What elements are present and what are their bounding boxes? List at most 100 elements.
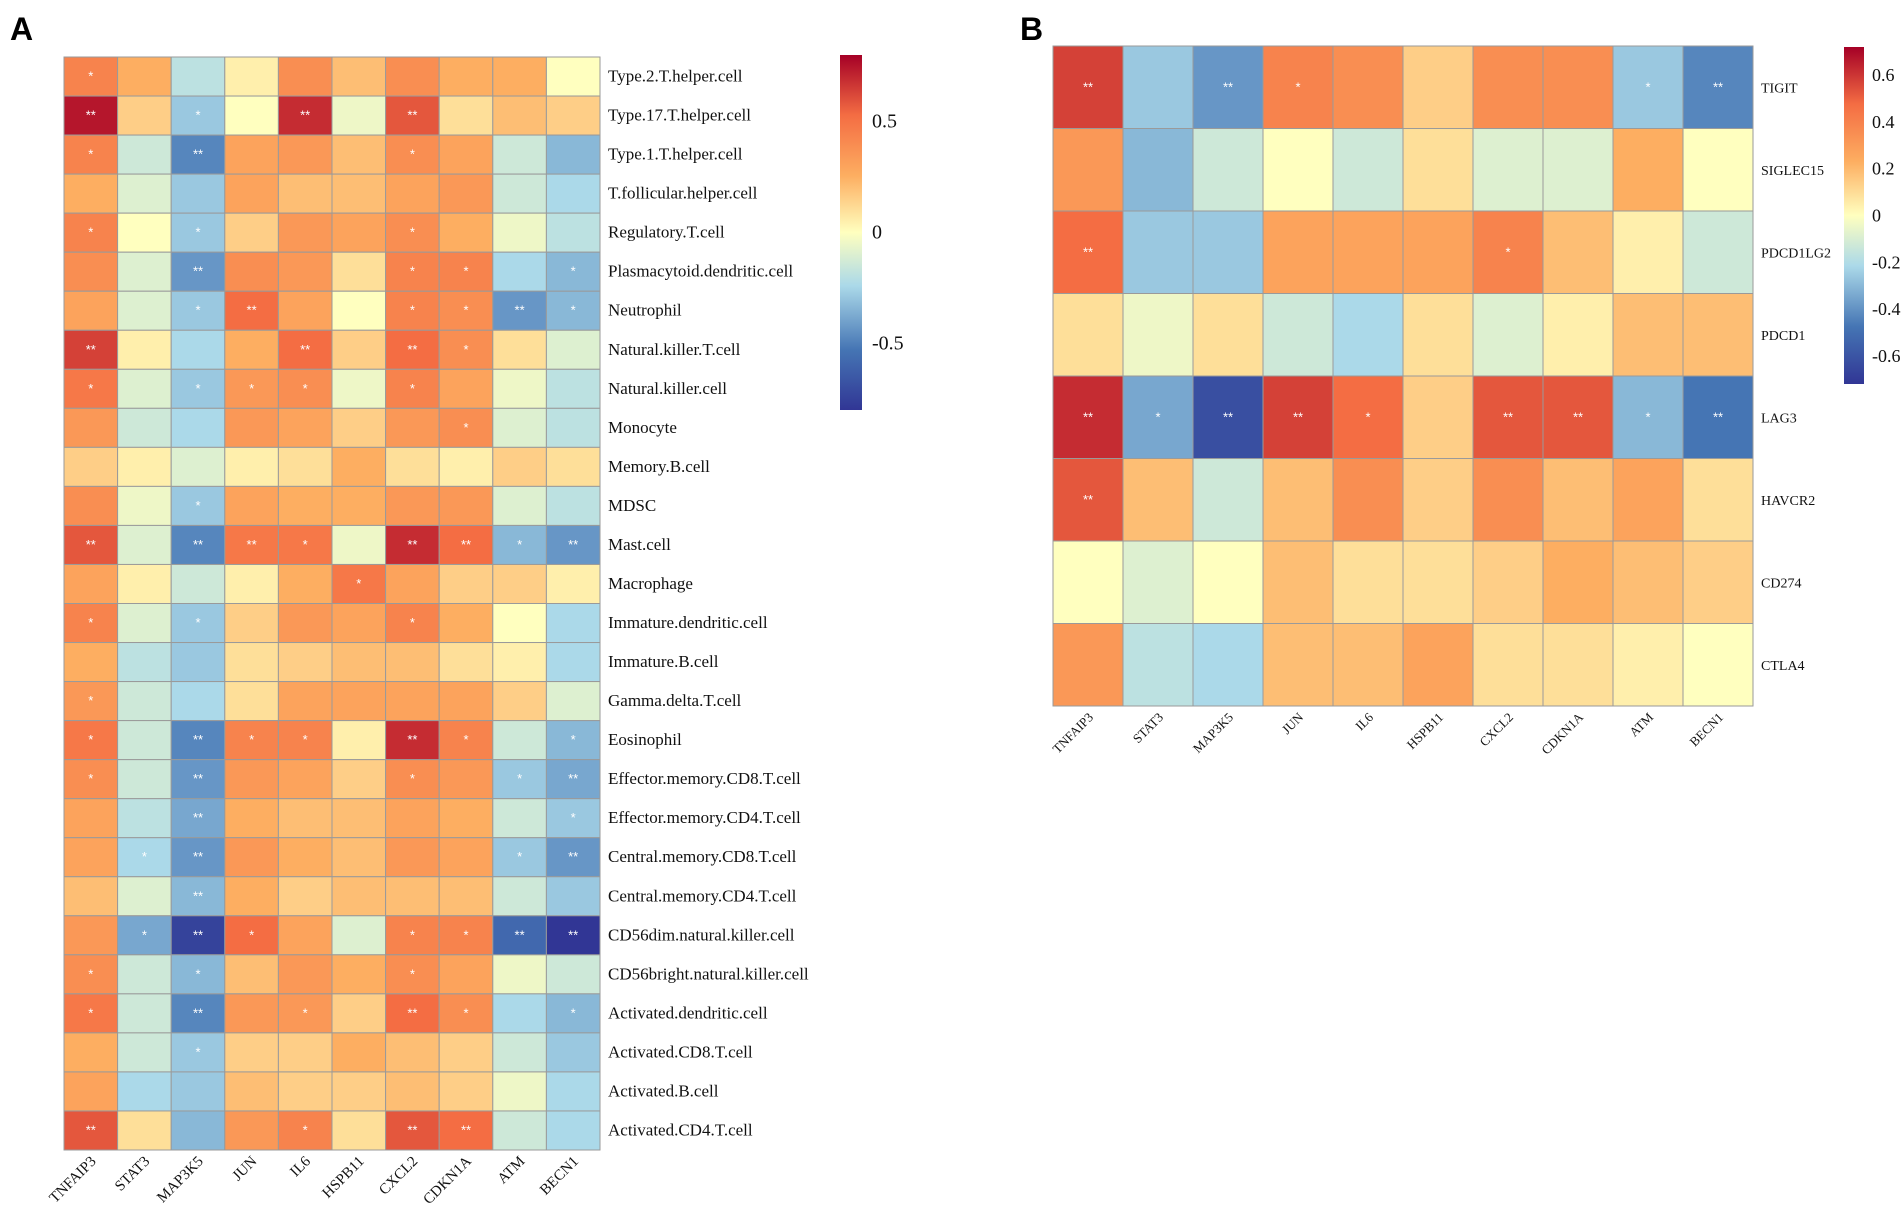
- heat-cell-pdcd1-il6: [1332, 293, 1404, 377]
- significance-mark: **: [193, 1005, 203, 1020]
- heat-cell-tigit-hspb11: [1402, 45, 1474, 129]
- heat-cell-siglec15-il6: [1332, 128, 1404, 212]
- significance-mark: *: [303, 1005, 308, 1020]
- heat-cell-cd56dim-natural-killer-cell-map3k5: [170, 915, 226, 956]
- column-label-stat3: STAT3: [1130, 710, 1166, 746]
- significance-mark: *: [1505, 244, 1510, 259]
- significance-mark: *: [195, 615, 200, 630]
- heat-cell-immature-b-cell-cxcl2: [385, 642, 440, 683]
- heat-cell-activated-dendritic-cell-il6: [277, 993, 333, 1034]
- significance-mark: *: [571, 1005, 576, 1020]
- heat-cell-monocyte-tnfaip3: [63, 407, 119, 448]
- heat-cell-central-memory-cd4-t-cell-jun: [224, 876, 279, 917]
- heat-cell-eosinophil-becn1: [545, 720, 601, 761]
- significance-mark: *: [142, 849, 147, 864]
- significance-mark: **: [407, 1005, 417, 1020]
- heat-cell-natural-killer-t-cell-stat3: [117, 329, 172, 370]
- heat-cell-activated-cd4-t-cell-jun: [224, 1110, 279, 1151]
- heat-cell-siglec15-stat3: [1122, 128, 1194, 212]
- heat-cell-gamma-delta-t-cell-atm: [492, 681, 547, 722]
- row-label-gamma-delta-t-cell: Gamma.delta.T.cell: [608, 691, 742, 710]
- significance-mark: *: [88, 381, 93, 396]
- heat-cell-havcr2-becn1: [1682, 458, 1754, 542]
- heat-cell-neutrophil-becn1: [545, 290, 601, 331]
- significance-mark: **: [247, 537, 257, 552]
- row-label-cd56bright-natural-killer-cell: CD56bright.natural.killer.cell: [608, 964, 809, 983]
- significance-mark: *: [410, 264, 415, 279]
- heat-cell-activated-dendritic-cell-atm: [492, 993, 547, 1034]
- row-label-plasmacytoid-dendritic-cell: Plasmacytoid.dendritic.cell: [608, 262, 793, 281]
- heat-cell-natural-killer-cell-map3k5: [170, 368, 226, 409]
- heat-cell-monocyte-stat3: [117, 407, 172, 448]
- heat-cell-gamma-delta-t-cell-hspb11: [331, 681, 387, 722]
- heat-cell-ctla4-becn1: [1682, 623, 1754, 707]
- significance-mark: *: [1645, 79, 1650, 94]
- heat-cell-neutrophil-il6: [277, 290, 333, 331]
- heat-cell-cd274-stat3: [1122, 540, 1194, 624]
- heat-cell-type-17-t-helper-cell-jun: [224, 95, 279, 136]
- heat-cell-activated-cd8-t-cell-tnfaip3: [63, 1032, 119, 1073]
- heat-cell-neutrophil-cxcl2: [385, 290, 440, 331]
- heat-cell-pdcd1lg2-atm: [1612, 210, 1684, 294]
- significance-mark: **: [1713, 79, 1723, 94]
- heat-cell-type-2-t-helper-cell-tnfaip3: [63, 56, 119, 97]
- significance-mark: **: [515, 927, 525, 942]
- significance-mark: **: [300, 342, 310, 357]
- heat-cell-immature-dendritic-cell-tnfaip3: [63, 603, 119, 644]
- heat-cell-activated-cd8-t-cell-hspb11: [331, 1032, 387, 1073]
- significance-mark: **: [1083, 79, 1093, 94]
- heat-cell-effector-memory-cd4-t-cell-stat3: [117, 798, 172, 839]
- heat-cell-eosinophil-cxcl2: [385, 720, 440, 761]
- significance-mark: *: [88, 1005, 93, 1020]
- heat-cell-type-2-t-helper-cell-map3k5: [170, 56, 226, 97]
- heat-cell-central-memory-cd8-t-cell-il6: [277, 837, 333, 878]
- heat-cell-tigit-cdkn1a: [1542, 45, 1614, 129]
- heat-cell-mdsc-jun: [224, 485, 279, 526]
- heat-cell-macrophage-cdkn1a: [438, 563, 494, 605]
- heat-cell-activated-b-cell-jun: [224, 1071, 279, 1112]
- significance-mark: *: [195, 1044, 200, 1059]
- significance-mark: *: [88, 69, 93, 84]
- heat-cell-activated-cd4-t-cell-map3k5: [170, 1110, 226, 1151]
- heat-cell-effector-memory-cd8-t-cell-atm: [492, 759, 547, 800]
- column-label-hspb11: HSPB11: [320, 1154, 368, 1202]
- heat-cell-type-17-t-helper-cell-tnfaip3: [63, 95, 119, 136]
- row-label-immature-dendritic-cell: Immature.dendritic.cell: [608, 613, 768, 632]
- heat-cell-pdcd1-map3k5: [1192, 293, 1264, 377]
- heat-cell-effector-memory-cd4-t-cell-hspb11: [331, 798, 387, 839]
- significance-mark: **: [1083, 244, 1093, 259]
- significance-mark: *: [410, 927, 415, 942]
- heat-cell-cd274-cdkn1a: [1542, 540, 1614, 624]
- significance-mark: **: [86, 537, 96, 552]
- significance-mark: **: [1573, 409, 1583, 424]
- heat-cell-gamma-delta-t-cell-map3k5: [170, 681, 226, 722]
- heat-cell-tigit-becn1: [1682, 45, 1754, 129]
- heat-cell-mast-cell-stat3: [117, 524, 172, 565]
- heat-cell-immature-dendritic-cell-stat3: [117, 603, 172, 644]
- heat-cell-lag3-atm: [1612, 375, 1684, 459]
- heat-cell-tigit-stat3: [1122, 45, 1194, 129]
- heat-cell-activated-b-cell-becn1: [545, 1071, 601, 1112]
- column-label-stat3: STAT3: [112, 1154, 153, 1195]
- significance-mark: **: [515, 303, 525, 318]
- heat-cell-lag3-il6: [1332, 375, 1404, 459]
- significance-mark: **: [86, 108, 96, 123]
- significance-mark: *: [410, 381, 415, 396]
- significance-mark: *: [88, 771, 93, 786]
- heat-cell-activated-dendritic-cell-stat3: [117, 993, 172, 1034]
- row-label-natural-killer-t-cell: Natural.killer.T.cell: [608, 340, 741, 359]
- significance-mark: *: [1365, 409, 1370, 424]
- heat-cell-central-memory-cd4-t-cell-il6: [277, 876, 333, 917]
- heat-cell-macrophage-stat3: [117, 563, 172, 605]
- significance-mark: *: [88, 225, 93, 240]
- heat-cell-immature-dendritic-cell-cdkn1a: [438, 603, 494, 644]
- heat-cell-central-memory-cd8-t-cell-tnfaip3: [63, 837, 119, 878]
- heat-cell-type-1-t-helper-cell-becn1: [545, 134, 601, 175]
- heat-cell-activated-dendritic-cell-cxcl2: [385, 993, 440, 1034]
- heat-cell-pdcd1lg2-cxcl2: [1472, 210, 1544, 294]
- heat-cell-natural-killer-cell-becn1: [545, 368, 601, 409]
- column-label-jun: JUN: [1279, 709, 1307, 737]
- heat-cell-siglec15-becn1: [1682, 128, 1754, 212]
- heat-cell-memory-b-cell-cxcl2: [385, 446, 440, 487]
- heat-cell-type-17-t-helper-cell-atm: [492, 95, 547, 136]
